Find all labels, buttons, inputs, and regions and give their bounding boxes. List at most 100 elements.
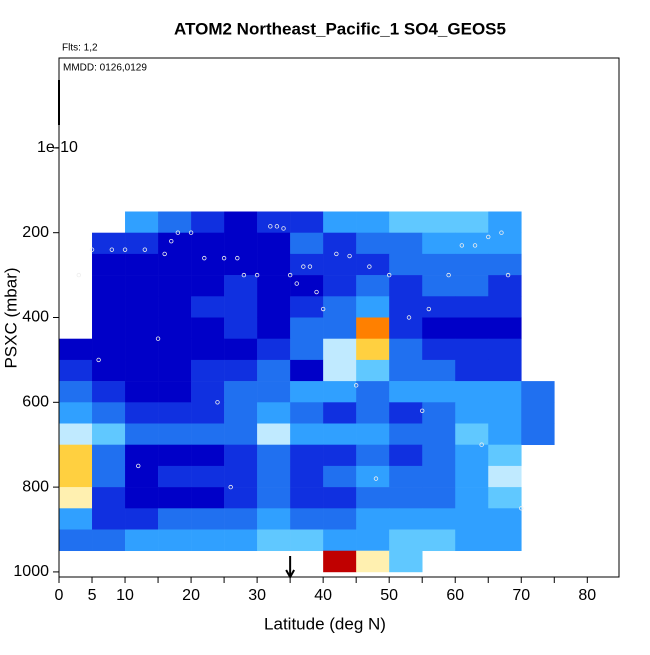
heat-cell bbox=[59, 465, 93, 488]
heat-cell bbox=[59, 529, 93, 552]
heat-cell bbox=[257, 232, 291, 255]
heat-cell bbox=[290, 423, 324, 446]
heat-cell bbox=[290, 444, 324, 467]
heat-cell bbox=[356, 529, 390, 552]
heat-cell bbox=[422, 211, 456, 233]
heat-cell bbox=[92, 381, 126, 403]
heat-cell bbox=[191, 317, 225, 340]
track-point bbox=[228, 484, 233, 490]
heat-cell bbox=[290, 381, 324, 403]
track-point bbox=[109, 247, 115, 252]
track-point bbox=[406, 315, 412, 320]
track-point bbox=[122, 247, 128, 252]
heat-cell bbox=[389, 338, 423, 361]
heat-cell bbox=[257, 338, 291, 361]
heat-cell bbox=[92, 253, 126, 276]
heat-cell bbox=[356, 381, 390, 403]
heat-cell bbox=[488, 296, 522, 318]
heat-cell bbox=[389, 529, 423, 552]
heat-cell bbox=[224, 275, 258, 297]
heat-cell bbox=[488, 211, 522, 233]
heat-cell bbox=[488, 232, 522, 255]
heat-cell bbox=[488, 317, 522, 340]
heat-cell bbox=[356, 338, 390, 361]
heat-cell bbox=[257, 381, 291, 403]
heat-cell bbox=[158, 296, 192, 318]
heat-cell bbox=[389, 232, 423, 255]
track-point bbox=[353, 383, 359, 388]
heat-cell bbox=[356, 211, 390, 233]
track-point bbox=[281, 226, 286, 231]
heat-cell bbox=[125, 211, 159, 233]
heat-cell bbox=[290, 529, 324, 552]
heat-cell bbox=[224, 465, 258, 488]
heat-cell bbox=[422, 317, 456, 340]
heat-cell bbox=[92, 275, 126, 297]
heat-cell bbox=[455, 296, 489, 318]
heat-cell bbox=[92, 338, 126, 361]
heat-cell bbox=[455, 508, 489, 530]
heat-cell bbox=[422, 487, 456, 509]
heat-cell bbox=[125, 487, 159, 509]
heat-cell bbox=[191, 444, 225, 467]
heat-cell bbox=[125, 508, 159, 530]
heat-cell bbox=[356, 550, 390, 573]
heat-cell bbox=[191, 465, 225, 488]
heat-cell bbox=[356, 232, 390, 255]
heat-cell bbox=[92, 487, 126, 509]
annotation: MMDD: 0126,0129 bbox=[63, 63, 147, 74]
heat-cell bbox=[257, 296, 291, 318]
heat-cell bbox=[125, 423, 159, 446]
heat-cell bbox=[158, 338, 192, 361]
x-tick-label: 60 bbox=[446, 587, 464, 604]
heat-cell bbox=[224, 338, 258, 361]
heat-cell bbox=[158, 529, 192, 552]
heat-cell bbox=[422, 529, 456, 552]
heat-cell bbox=[158, 487, 192, 509]
track-point bbox=[268, 224, 273, 229]
x-tick-label: 40 bbox=[314, 587, 332, 604]
track-point bbox=[347, 253, 352, 259]
chart-title: ATOM2 Northeast_Pacific_1 SO4_GEOS5 bbox=[174, 19, 506, 38]
heat-cell bbox=[224, 232, 258, 255]
track-point bbox=[479, 442, 484, 447]
heat-cell bbox=[257, 253, 291, 276]
heat-cell bbox=[224, 529, 258, 552]
heat-cell bbox=[191, 529, 225, 552]
heat-cell bbox=[356, 317, 390, 340]
heat-cell bbox=[125, 275, 159, 297]
track-point bbox=[314, 289, 319, 295]
track-point bbox=[386, 272, 392, 278]
track-point bbox=[175, 230, 181, 235]
heat-cell bbox=[290, 296, 324, 318]
heat-cell bbox=[389, 487, 423, 509]
heat-cell bbox=[389, 508, 423, 530]
heat-cell bbox=[455, 465, 489, 488]
heat-cell bbox=[455, 275, 489, 297]
heat-cell bbox=[59, 402, 93, 424]
heat-cell bbox=[290, 465, 324, 488]
track-point bbox=[334, 251, 339, 257]
heat-cell bbox=[158, 359, 192, 382]
heat-cell bbox=[125, 465, 159, 488]
track-point bbox=[136, 463, 141, 469]
heat-cell bbox=[92, 444, 126, 467]
heat-cell bbox=[59, 381, 93, 403]
heat-cell bbox=[290, 253, 324, 276]
heat-cell bbox=[158, 465, 192, 488]
heat-cell bbox=[290, 317, 324, 340]
y-tick-label: 1000 bbox=[13, 563, 49, 580]
track-point bbox=[486, 234, 491, 240]
track-point bbox=[155, 336, 161, 341]
heat-cell bbox=[92, 232, 126, 255]
heat-cell bbox=[323, 359, 357, 382]
track-point bbox=[188, 230, 194, 235]
heat-cell bbox=[59, 423, 93, 446]
heat-cell bbox=[422, 232, 456, 255]
track-point bbox=[274, 224, 280, 229]
heat-cell bbox=[59, 359, 93, 382]
heat-cell bbox=[488, 338, 522, 361]
track-point bbox=[76, 272, 82, 278]
heat-cell bbox=[323, 275, 357, 297]
